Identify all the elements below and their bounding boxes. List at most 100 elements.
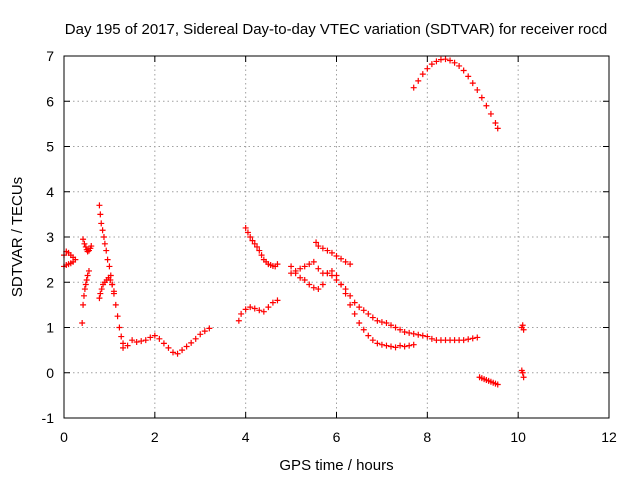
data-point <box>460 337 467 344</box>
data-point <box>165 344 172 351</box>
data-point <box>256 307 263 314</box>
series-s10 <box>288 263 417 351</box>
data-point <box>419 71 426 78</box>
data-point <box>392 344 399 351</box>
data-point <box>301 276 308 283</box>
series-s11 <box>288 258 481 344</box>
data-point <box>179 347 186 354</box>
data-point <box>97 290 104 297</box>
data-point <box>100 234 107 240</box>
data-point <box>82 243 89 250</box>
data-point <box>107 276 114 283</box>
data-point <box>369 314 376 321</box>
data-point <box>374 317 381 324</box>
data-point <box>333 253 340 260</box>
data-point <box>81 286 88 293</box>
series-s12 <box>313 239 354 268</box>
data-point <box>133 338 140 345</box>
data-point <box>388 343 394 350</box>
data-point <box>174 350 181 357</box>
data-point <box>80 236 87 243</box>
data-point <box>110 288 117 295</box>
data-point <box>310 258 317 265</box>
data-point <box>306 281 313 288</box>
data-point <box>520 326 527 333</box>
data-point <box>251 305 258 312</box>
data-point <box>360 307 367 314</box>
data-point <box>142 337 149 344</box>
series-s2 <box>61 258 77 270</box>
data-point <box>424 333 431 340</box>
data-point <box>98 220 105 227</box>
y-tick-label: 3 <box>46 229 54 245</box>
data-point <box>365 310 372 317</box>
data-point <box>351 299 358 306</box>
data-point <box>433 58 440 65</box>
data-point <box>369 337 376 344</box>
data-point <box>347 301 354 308</box>
data-point <box>415 331 422 338</box>
data-point <box>201 328 208 335</box>
data-point <box>151 332 158 339</box>
data-point <box>138 338 145 345</box>
data-point <box>183 343 190 350</box>
y-tick-label: 5 <box>46 139 54 155</box>
data-point <box>297 265 304 272</box>
data-point <box>315 286 322 293</box>
data-point <box>238 310 245 317</box>
data-point <box>242 224 249 231</box>
data-point <box>84 272 91 279</box>
series-s9 <box>242 224 281 270</box>
x-tick-label: 6 <box>333 429 341 445</box>
data-point <box>315 265 322 272</box>
data-point <box>147 334 154 341</box>
data-point <box>494 125 501 132</box>
x-tick-label: 8 <box>423 429 431 445</box>
data-point <box>297 274 304 281</box>
data-point <box>251 240 258 247</box>
data-point <box>235 317 242 324</box>
data-point <box>315 243 322 250</box>
series-s8 <box>235 297 281 324</box>
x-tick-label: 4 <box>242 429 250 445</box>
data-point <box>109 281 116 288</box>
data-point <box>319 281 326 288</box>
data-point <box>124 342 131 349</box>
data-point <box>342 286 349 293</box>
y-tick-label: 4 <box>46 184 54 200</box>
data-point <box>492 119 499 126</box>
data-point <box>520 374 527 381</box>
data-point <box>338 281 345 288</box>
data-point <box>301 263 308 270</box>
data-point <box>456 62 463 69</box>
series-s13 <box>410 56 501 132</box>
data-point <box>104 256 111 263</box>
data-point <box>85 267 92 274</box>
data-point <box>99 227 106 234</box>
data-point <box>347 261 354 268</box>
data-point <box>494 381 501 388</box>
x-tick-label: 10 <box>510 429 526 445</box>
data-point <box>338 255 345 262</box>
chart-title: Day 195 of 2017, Sidereal Day-to-day VTE… <box>65 21 607 38</box>
data-point <box>397 326 404 333</box>
data-point <box>258 252 265 259</box>
data-point <box>397 342 404 349</box>
data-point <box>274 261 281 268</box>
data-point <box>254 243 261 250</box>
data-point <box>306 261 313 268</box>
data-point <box>247 234 254 240</box>
data-point <box>465 73 472 80</box>
data-point <box>460 67 467 74</box>
data-point <box>118 333 125 340</box>
x-tick-label: 0 <box>60 429 68 445</box>
data-point <box>342 258 349 265</box>
data-point <box>324 247 331 254</box>
data-point <box>120 344 127 351</box>
series-s7 <box>120 325 213 357</box>
data-point <box>428 335 435 342</box>
data-point <box>97 211 104 218</box>
data-points <box>61 56 527 388</box>
